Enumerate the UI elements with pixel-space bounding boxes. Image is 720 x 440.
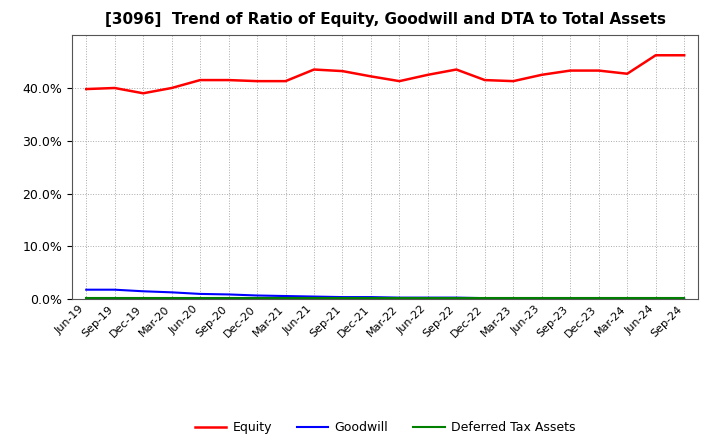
Legend: Equity, Goodwill, Deferred Tax Assets: Equity, Goodwill, Deferred Tax Assets bbox=[190, 416, 580, 439]
Deferred Tax Assets bbox=[566, 296, 575, 301]
Equity bbox=[452, 67, 461, 72]
Goodwill bbox=[225, 292, 233, 297]
Equity bbox=[537, 72, 546, 77]
Deferred Tax Assets bbox=[537, 296, 546, 301]
Goodwill bbox=[167, 290, 176, 295]
Line: Goodwill: Goodwill bbox=[86, 290, 684, 299]
Goodwill bbox=[623, 296, 631, 301]
Equity bbox=[366, 74, 375, 79]
Deferred Tax Assets bbox=[139, 296, 148, 301]
Goodwill bbox=[253, 293, 261, 298]
Deferred Tax Assets bbox=[253, 296, 261, 301]
Goodwill bbox=[196, 291, 204, 297]
Equity bbox=[167, 85, 176, 91]
Deferred Tax Assets bbox=[423, 296, 432, 301]
Equity bbox=[110, 85, 119, 91]
Goodwill bbox=[338, 294, 347, 300]
Deferred Tax Assets bbox=[395, 296, 404, 301]
Deferred Tax Assets bbox=[452, 296, 461, 301]
Deferred Tax Assets bbox=[310, 296, 318, 301]
Goodwill bbox=[537, 296, 546, 301]
Deferred Tax Assets bbox=[509, 296, 518, 301]
Goodwill bbox=[480, 296, 489, 301]
Deferred Tax Assets bbox=[652, 296, 660, 301]
Title: [3096]  Trend of Ratio of Equity, Goodwill and DTA to Total Assets: [3096] Trend of Ratio of Equity, Goodwil… bbox=[104, 12, 666, 27]
Equity bbox=[139, 91, 148, 96]
Goodwill bbox=[366, 294, 375, 300]
Deferred Tax Assets bbox=[366, 296, 375, 301]
Goodwill bbox=[509, 296, 518, 301]
Line: Equity: Equity bbox=[86, 55, 684, 93]
Equity bbox=[253, 78, 261, 84]
Equity bbox=[338, 69, 347, 74]
Deferred Tax Assets bbox=[480, 296, 489, 301]
Deferred Tax Assets bbox=[225, 296, 233, 301]
Goodwill bbox=[139, 289, 148, 294]
Goodwill bbox=[282, 293, 290, 299]
Equity bbox=[225, 77, 233, 83]
Equity bbox=[196, 77, 204, 83]
Deferred Tax Assets bbox=[338, 296, 347, 301]
Deferred Tax Assets bbox=[110, 296, 119, 301]
Goodwill bbox=[395, 295, 404, 300]
Equity bbox=[82, 86, 91, 92]
Equity bbox=[652, 53, 660, 58]
Goodwill bbox=[680, 296, 688, 301]
Equity bbox=[423, 72, 432, 77]
Goodwill bbox=[82, 287, 91, 292]
Goodwill bbox=[652, 296, 660, 301]
Goodwill bbox=[566, 296, 575, 301]
Equity bbox=[395, 78, 404, 84]
Goodwill bbox=[595, 296, 603, 301]
Goodwill bbox=[110, 287, 119, 292]
Equity bbox=[509, 78, 518, 84]
Goodwill bbox=[423, 295, 432, 300]
Deferred Tax Assets bbox=[680, 296, 688, 301]
Deferred Tax Assets bbox=[623, 296, 631, 301]
Equity bbox=[623, 71, 631, 77]
Goodwill bbox=[452, 295, 461, 300]
Deferred Tax Assets bbox=[282, 296, 290, 301]
Equity bbox=[282, 78, 290, 84]
Equity bbox=[310, 67, 318, 72]
Goodwill bbox=[310, 294, 318, 299]
Deferred Tax Assets bbox=[167, 296, 176, 301]
Deferred Tax Assets bbox=[82, 296, 91, 301]
Deferred Tax Assets bbox=[595, 296, 603, 301]
Equity bbox=[480, 77, 489, 83]
Equity bbox=[595, 68, 603, 73]
Equity bbox=[680, 53, 688, 58]
Deferred Tax Assets bbox=[196, 296, 204, 301]
Equity bbox=[566, 68, 575, 73]
